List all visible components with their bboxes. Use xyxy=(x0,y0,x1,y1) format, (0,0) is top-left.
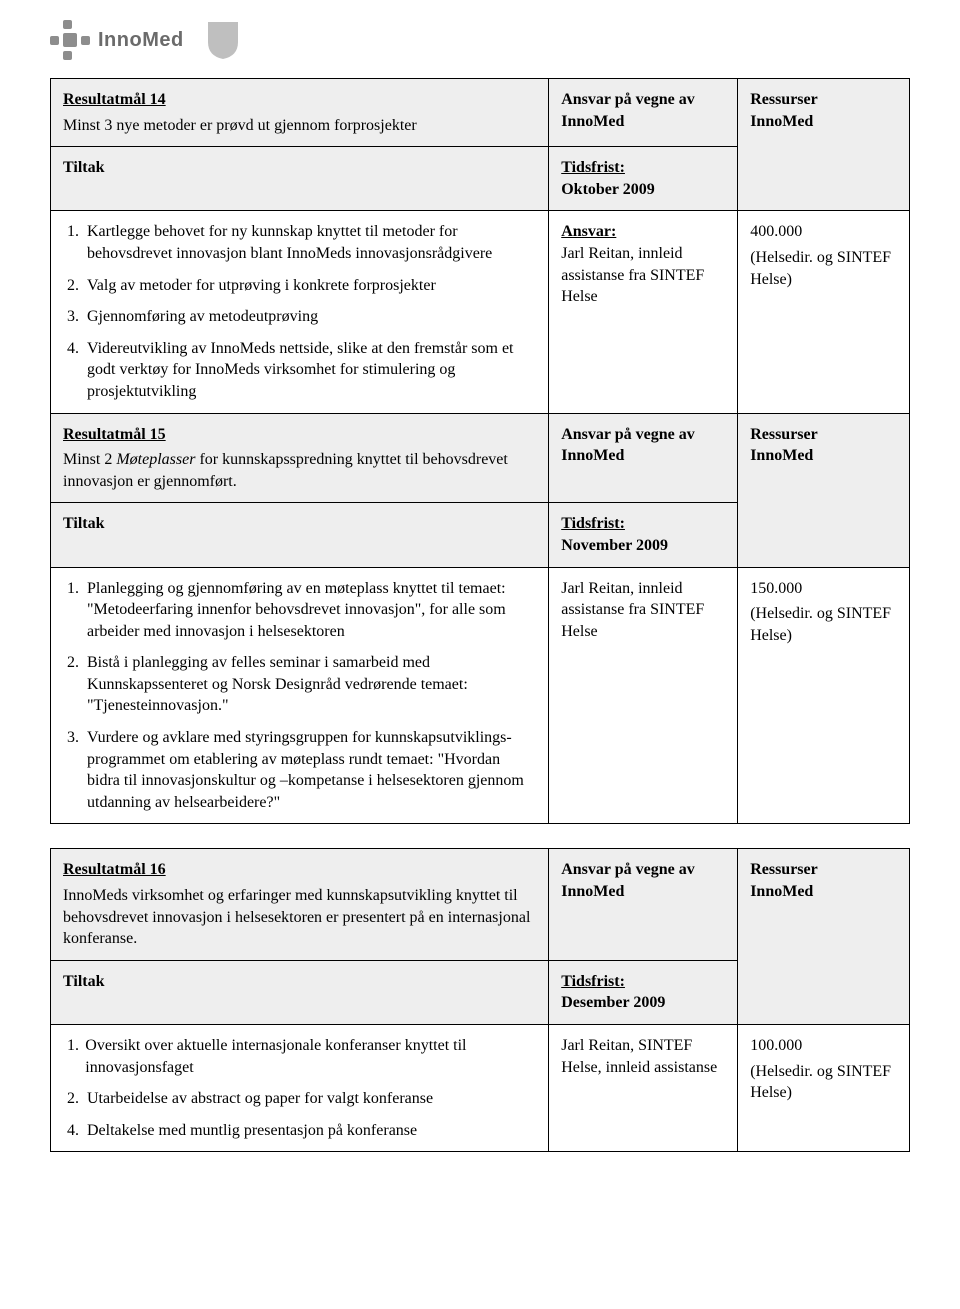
list-item: Gjennomføring av metodeutprøving xyxy=(83,306,536,328)
logo-text: InnoMed xyxy=(98,29,184,52)
result-14-ansvar-header: Ansvar på vegne av InnoMed xyxy=(549,79,738,147)
result-16-title-cell: Resultatmål 16 InnoMeds virksomhet og er… xyxy=(51,849,549,960)
list-item: 4.Deltakelse med muntlig presentasjon på… xyxy=(63,1120,536,1142)
result-16-tidsfrist: Tidsfrist: Desember 2009 xyxy=(549,960,738,1024)
result-16-list: 1.Oversikt over aktuelle internasjonale … xyxy=(63,1035,536,1141)
result-16-ansvar-header: Ansvar på vegne av InnoMed xyxy=(549,849,738,960)
result-15-tiltak-label: Tiltak xyxy=(51,503,549,567)
list-item: Kartlegge behovet for ny kunnskap knytte… xyxy=(83,221,536,264)
result-16-tiltak-label: Tiltak xyxy=(51,960,549,1024)
result-14-subtitle: Minst 3 nye metoder er prøvd ut gjennom … xyxy=(63,115,536,137)
result-14-res-header: Ressurser InnoMed xyxy=(738,79,910,211)
result-14-title: Resultatmål 14 xyxy=(63,89,536,111)
list-item: 2.Utarbeidelse av abstract og paper for … xyxy=(63,1088,536,1110)
result-15-title: Resultatmål 15 xyxy=(63,424,536,446)
result-15-res-body: 150.000 (Helsedir. og SINTEF Helse) xyxy=(738,567,910,824)
result-15-res-header: Ressurser InnoMed xyxy=(738,413,910,567)
list-item: Planlegging og gjennomføring av en møtep… xyxy=(83,578,536,643)
result-14-res-body: 400.000 (Helsedir. og SINTEF Helse) xyxy=(738,211,910,413)
list-item: Vurdere og avklare med styringsgruppen f… xyxy=(83,727,536,813)
result-15-items-cell: Planlegging og gjennomføring av en møtep… xyxy=(51,567,549,824)
result-16-ansvar-body: Jarl Reitan, SINTEF Helse, innleid assis… xyxy=(549,1025,738,1152)
result-16-table: Resultatmål 16 InnoMeds virksomhet og er… xyxy=(50,848,910,1152)
result-15-ansvar-body: Jarl Reitan, innleid assistanse fra SINT… xyxy=(549,567,738,824)
list-item: Videreutvikling av InnoMeds nettside, sl… xyxy=(83,338,536,403)
result-14-title-cell: Resultatmål 14 Minst 3 nye metoder er pr… xyxy=(51,79,549,147)
result-14-ansvar-body: Ansvar: Jarl Reitan, innleid assistanse … xyxy=(549,211,738,413)
list-item: Valg av metoder for utprøving i konkrete… xyxy=(83,275,536,297)
result-14-tidsfrist: Tidsfrist: Oktober 2009 xyxy=(549,147,738,211)
result-14-tiltak-label: Tiltak xyxy=(51,147,549,211)
result-15-title-cell: Resultatmål 15 Minst 2 Møteplasser for k… xyxy=(51,413,549,503)
page-header: InnoMed xyxy=(50,20,910,60)
result-14-table: Resultatmål 14 Minst 3 nye metoder er pr… xyxy=(50,78,910,824)
result-15-subtitle: Minst 2 Møteplasser for kunnskapsspredni… xyxy=(63,449,536,492)
shield-icon xyxy=(206,20,240,60)
logo-dots-icon xyxy=(50,20,90,60)
result-16-res-header: Ressurser InnoMed xyxy=(738,849,910,1025)
result-15-tidsfrist: Tidsfrist: November 2009 xyxy=(549,503,738,567)
list-item: 1.Oversikt over aktuelle internasjonale … xyxy=(63,1035,536,1078)
result-16-items-cell: 1.Oversikt over aktuelle internasjonale … xyxy=(51,1025,549,1152)
result-14-items-cell: Kartlegge behovet for ny kunnskap knytte… xyxy=(51,211,549,413)
list-item: Bistå i planlegging av felles seminar i … xyxy=(83,652,536,717)
result-16-subtitle: InnoMeds virksomhet og erfaringer med ku… xyxy=(63,885,536,950)
result-15-ansvar-header: Ansvar på vegne av InnoMed xyxy=(549,413,738,503)
result-16-title: Resultatmål 16 xyxy=(63,859,536,881)
result-16-res-body: 100.000 (Helsedir. og SINTEF Helse) xyxy=(738,1025,910,1152)
